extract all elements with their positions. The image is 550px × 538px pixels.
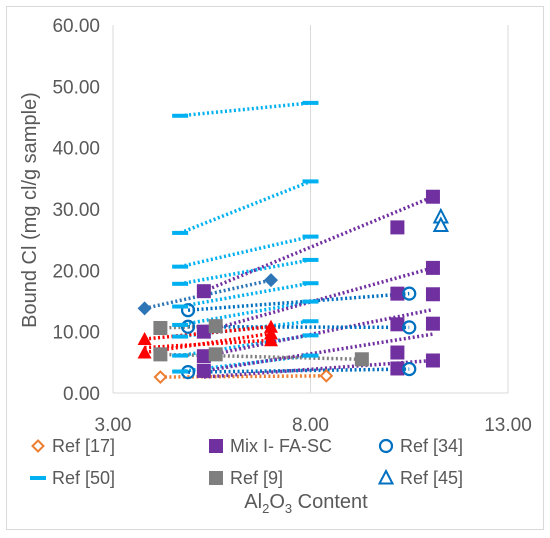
data-point xyxy=(390,317,405,332)
y-tick-label: 40.00 xyxy=(52,139,100,160)
data-point xyxy=(137,301,152,316)
data-point xyxy=(208,347,223,362)
trend-line xyxy=(203,195,434,293)
data-point xyxy=(402,286,417,301)
trend-line xyxy=(188,367,410,374)
data-point xyxy=(172,230,189,235)
trend-line xyxy=(160,374,327,379)
trend-line xyxy=(187,291,410,312)
tick-labels: 0.00 10.00 20.00 30.00 40.00 50.00 60.00 3.00 8.… xyxy=(52,16,531,436)
data-point xyxy=(302,319,319,324)
trend-line xyxy=(188,325,410,330)
trend-line xyxy=(160,352,362,362)
data-point xyxy=(425,287,440,302)
legend-marker xyxy=(31,439,45,453)
y-tick-label: 20.00 xyxy=(52,261,100,282)
data-point xyxy=(302,179,319,184)
legend-entry: Ref [50] xyxy=(30,468,115,488)
legend-label: Ref [9] xyxy=(230,468,283,488)
data-point xyxy=(172,369,189,374)
y-tick-label: 10.00 xyxy=(52,323,100,344)
data-point xyxy=(137,332,152,346)
legend-label: Ref [50] xyxy=(52,468,115,488)
data-point xyxy=(196,324,211,339)
data-point xyxy=(390,220,405,235)
data-point xyxy=(390,361,405,376)
data-point xyxy=(264,326,278,340)
data-point xyxy=(172,264,189,269)
y-tick-label: 60.00 xyxy=(52,16,100,37)
data-point xyxy=(180,303,196,318)
data-markers xyxy=(137,100,449,384)
data-point xyxy=(425,189,440,204)
data-point xyxy=(390,286,405,301)
data-point xyxy=(302,353,319,358)
x-axis-title: Al2O3 Content xyxy=(244,491,368,516)
data-point xyxy=(137,345,152,359)
data-point xyxy=(153,347,168,362)
data-point xyxy=(302,100,319,105)
grid-lines xyxy=(112,25,509,394)
legend: Ref [17] Mix I- FA-SC Ref [34] Ref [50] Ref … xyxy=(30,436,463,488)
data-point xyxy=(153,370,168,384)
trend-line xyxy=(179,299,311,327)
legend-marker xyxy=(377,468,395,485)
legend-entry: Ref [45] xyxy=(377,468,463,488)
data-point xyxy=(153,320,168,335)
legend-label: Ref [45] xyxy=(400,468,463,488)
legend-entry: Mix I- FA-SC xyxy=(209,436,332,456)
data-point xyxy=(302,281,319,286)
data-point xyxy=(425,260,440,275)
data-point xyxy=(354,352,369,367)
data-point xyxy=(302,257,319,262)
legend-entry: Ref [34] xyxy=(378,436,463,456)
legend-entry: Ref [9] xyxy=(209,468,283,488)
legend-marker xyxy=(30,476,46,480)
data-point xyxy=(208,319,223,334)
y-tick-label: 50.00 xyxy=(52,77,100,98)
data-point xyxy=(402,320,417,335)
trend-line xyxy=(179,319,311,339)
data-point xyxy=(390,345,405,360)
data-point xyxy=(172,334,189,339)
data-point xyxy=(196,349,211,364)
x-tick-label: 8.00 xyxy=(292,415,329,436)
data-point xyxy=(264,333,278,347)
data-point xyxy=(302,234,319,239)
data-point xyxy=(196,284,211,299)
data-point xyxy=(302,299,319,304)
data-point xyxy=(264,319,278,333)
data-point xyxy=(172,304,189,309)
legend-marker xyxy=(378,438,394,454)
x-tick-label: 13.00 xyxy=(484,415,532,436)
legend-label: Mix I- FA-SC xyxy=(230,436,332,456)
y-tick-label: 30.00 xyxy=(52,200,100,221)
data-point xyxy=(172,322,189,327)
legend-marker xyxy=(209,439,223,453)
y-tick-label: 0.00 xyxy=(63,384,100,405)
x-tick-label: 3.00 xyxy=(95,415,132,436)
data-point xyxy=(432,216,449,233)
data-point xyxy=(172,281,189,286)
legend-entry: Ref [17] xyxy=(31,436,115,456)
data-point xyxy=(425,353,440,368)
data-point xyxy=(425,316,440,331)
legend-label: Ref [34] xyxy=(400,436,463,456)
legend-marker xyxy=(209,471,223,485)
data-point xyxy=(264,273,278,288)
trend-line xyxy=(179,179,312,235)
data-point xyxy=(402,361,417,377)
trend-line xyxy=(179,101,311,118)
y-axis-title: Bound Cl (mg cl/g sample) xyxy=(19,92,41,328)
data-point xyxy=(302,333,319,338)
data-point xyxy=(172,353,189,358)
trend-line xyxy=(144,338,272,350)
data-point xyxy=(196,363,211,378)
data-point xyxy=(319,368,334,383)
data-point xyxy=(172,113,189,118)
legend-label: Ref [17] xyxy=(52,436,115,456)
